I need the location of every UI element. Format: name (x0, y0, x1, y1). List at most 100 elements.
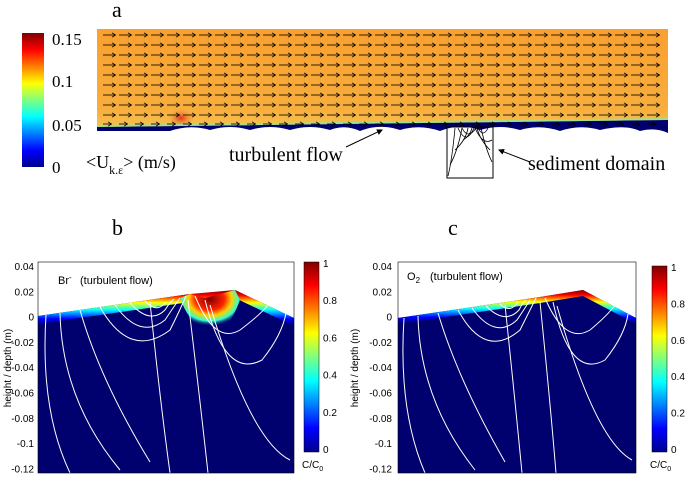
velocity-arrow-head (271, 82, 277, 88)
velocity-arrow-head (591, 112, 597, 118)
colorbar-tick-label: 0.2 (323, 408, 337, 419)
velocity-arrow-head (367, 42, 373, 48)
colorbar-tick-label: 0.8 (671, 299, 685, 310)
velocity-arrow-head (143, 52, 149, 58)
velocity-arrow-head (255, 92, 261, 98)
velocity-arrow-head (271, 102, 277, 108)
velocity-arrow-head (207, 52, 213, 58)
velocity-arrow-head (575, 72, 581, 78)
velocity-arrow-head (559, 52, 565, 58)
velocity-arrow-head (223, 112, 229, 118)
velocity-arrow-head (575, 92, 581, 98)
velocity-arrow-head (255, 42, 261, 48)
velocity-arrow-head (127, 92, 133, 98)
velocity-arrow-head (655, 42, 661, 48)
velocity-arrow-head (159, 72, 165, 78)
velocity-arrow-head (367, 62, 373, 68)
y-tick-label: 0.04 (373, 262, 393, 273)
velocity-arrow-head (427, 121, 433, 127)
velocity-arrow-head (223, 32, 229, 38)
colorbar-tick-label: 0.6 (671, 336, 685, 347)
velocity-arrow-head (639, 92, 645, 98)
velocity-arrow-head (283, 121, 289, 127)
velocity-arrow-head (495, 52, 501, 58)
velocity-arrow-head (223, 92, 229, 98)
velocity-arrow-head (159, 32, 165, 38)
velocity-arrow-head (367, 92, 373, 98)
velocity-arrow-head (639, 112, 645, 118)
velocity-arrow-head (639, 82, 645, 88)
velocity-arrow-head (623, 72, 629, 78)
velocity-arrow-head (415, 42, 421, 48)
y-tick-label: -0.08 (369, 414, 392, 425)
velocity-arrow-head (415, 82, 421, 88)
velocity-arrow-head (591, 72, 597, 78)
velocity-arrow-head (479, 82, 485, 88)
velocity-arrow-head (607, 92, 613, 98)
y-tick-label: -0.06 (11, 389, 34, 400)
velocity-arrow-head (527, 112, 533, 118)
colorbar-tick-label: 1 (323, 259, 329, 270)
velocity-arrow-head (383, 82, 389, 88)
velocity-arrow-head (447, 62, 453, 68)
velocity-arrow-head (239, 42, 245, 48)
velocity-arrow-head (587, 121, 593, 127)
velocity-arrow-head (447, 42, 453, 48)
velocity-arrow-head (623, 92, 629, 98)
velocity-arrow-head (175, 42, 181, 48)
velocity-arrow-head (495, 62, 501, 68)
velocity-arrow-head (527, 102, 533, 108)
velocity-arrow-head (575, 112, 581, 118)
velocity-arrow-head (399, 92, 405, 98)
velocity-arrow-head (415, 72, 421, 78)
velocity-arrow-head (303, 72, 309, 78)
velocity-arrow-head (511, 42, 517, 48)
velocity-arrow-head (555, 121, 561, 127)
velocity-arrow-head (255, 82, 261, 88)
panel-b-y-ticks: 0.04 0.02 0 -0.02 -0.04 -0.06 -0.08 -0.1 -0.12 (11, 262, 34, 475)
velocity-arrow-head (171, 121, 177, 127)
velocity-arrow-head (463, 32, 469, 38)
velocity-arrow-head (335, 92, 341, 98)
velocity-arrow-head (527, 92, 533, 98)
colorbar-tick-label: 1 (671, 263, 677, 274)
velocity-arrow-head (303, 32, 309, 38)
panel-c-species: O2 (407, 271, 421, 285)
velocity-arrow-head (271, 62, 277, 68)
panel-b-colorbar (303, 261, 320, 453)
velocity-arrow-head (175, 82, 181, 88)
velocity-arrow-head (367, 72, 373, 78)
panel-b-colorbar-ticks: 1 0.8 0.6 0.4 0.2 0 (323, 259, 337, 456)
velocity-arrow-head (559, 42, 565, 48)
y-tick-label: -0.04 (369, 363, 392, 374)
y-tick-label: 0 (386, 313, 392, 324)
velocity-arrow-head (511, 102, 517, 108)
velocity-arrow-head (319, 82, 325, 88)
velocity-arrow-head (655, 62, 661, 68)
velocity-arrow-head (111, 92, 117, 98)
velocity-arrow-head (559, 102, 565, 108)
panel-a-colorbar (22, 33, 44, 167)
velocity-arrow-head (155, 121, 161, 127)
velocity-arrow-head (463, 102, 469, 108)
velocity-arrow-head (479, 42, 485, 48)
y-tick-label: -0.08 (11, 414, 34, 425)
interface-glow (96, 118, 669, 127)
velocity-arrow-head (523, 121, 529, 127)
panel-b-axes-frame (37, 261, 295, 474)
velocity-arrow-head (335, 102, 341, 108)
colorbar-tick-label: 0.8 (323, 296, 337, 307)
velocity-arrow-head (655, 112, 661, 118)
velocity-arrow-head (447, 72, 453, 78)
panel-c-colorbar-ticks: 1 0.8 0.6 0.4 0.2 0 (671, 263, 685, 456)
velocity-arrow-head (207, 72, 213, 78)
velocity-arrow-head (175, 92, 181, 98)
velocity-arrow-head (463, 82, 469, 88)
velocity-arrow-head (303, 102, 309, 108)
velocity-arrow-head (175, 72, 181, 78)
velocity-arrow-head (623, 102, 629, 108)
velocity-arrow-head (335, 42, 341, 48)
velocity-arrow-head (223, 52, 229, 58)
velocity-arrow-head (415, 112, 421, 118)
velocity-arrow-head (303, 112, 309, 118)
